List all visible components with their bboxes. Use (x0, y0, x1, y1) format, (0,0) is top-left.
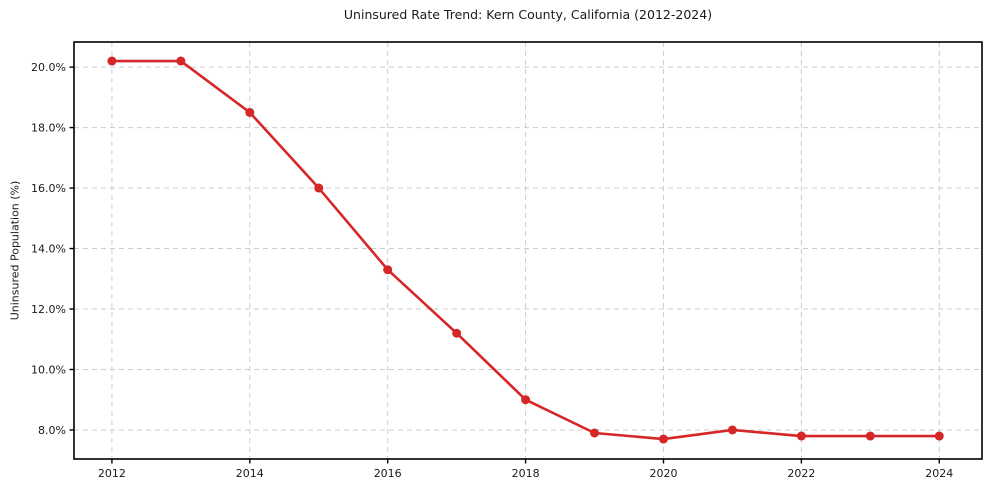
y-tick-label: 18.0% (31, 121, 66, 134)
x-tick-label: 2022 (787, 467, 815, 480)
data-point (452, 328, 462, 338)
x-tick-label: 2012 (98, 467, 126, 480)
y-tick-label: 12.0% (31, 303, 66, 316)
x-tick-label: 2018 (512, 467, 540, 480)
data-point (314, 183, 324, 193)
y-tick-label: 16.0% (31, 182, 66, 195)
data-point (521, 395, 531, 405)
data-point (590, 428, 600, 438)
data-point (865, 431, 875, 441)
data-point (796, 431, 806, 441)
x-tick-label: 2024 (925, 467, 953, 480)
x-tick-label: 2020 (649, 467, 677, 480)
chart-title: Uninsured Rate Trend: Kern County, Calif… (343, 7, 713, 22)
y-tick-label: 8.0% (38, 424, 66, 437)
data-point (107, 56, 117, 66)
data-point (383, 265, 393, 275)
y-tick-label: 20.0% (31, 61, 66, 74)
x-tick-label: 2014 (236, 467, 264, 480)
data-point (245, 107, 255, 117)
data-point (934, 431, 944, 441)
y-tick-label: 14.0% (31, 242, 66, 255)
data-point (176, 56, 186, 66)
x-tick-label: 2016 (374, 467, 402, 480)
plot-border (73, 41, 983, 460)
data-point (658, 434, 668, 444)
y-axis-label-container: Uninsured Population (%) (0, 42, 30, 459)
y-tick-label: 10.0% (31, 363, 66, 376)
y-axis-label: Uninsured Population (%) (8, 180, 22, 321)
data-point (727, 425, 737, 435)
